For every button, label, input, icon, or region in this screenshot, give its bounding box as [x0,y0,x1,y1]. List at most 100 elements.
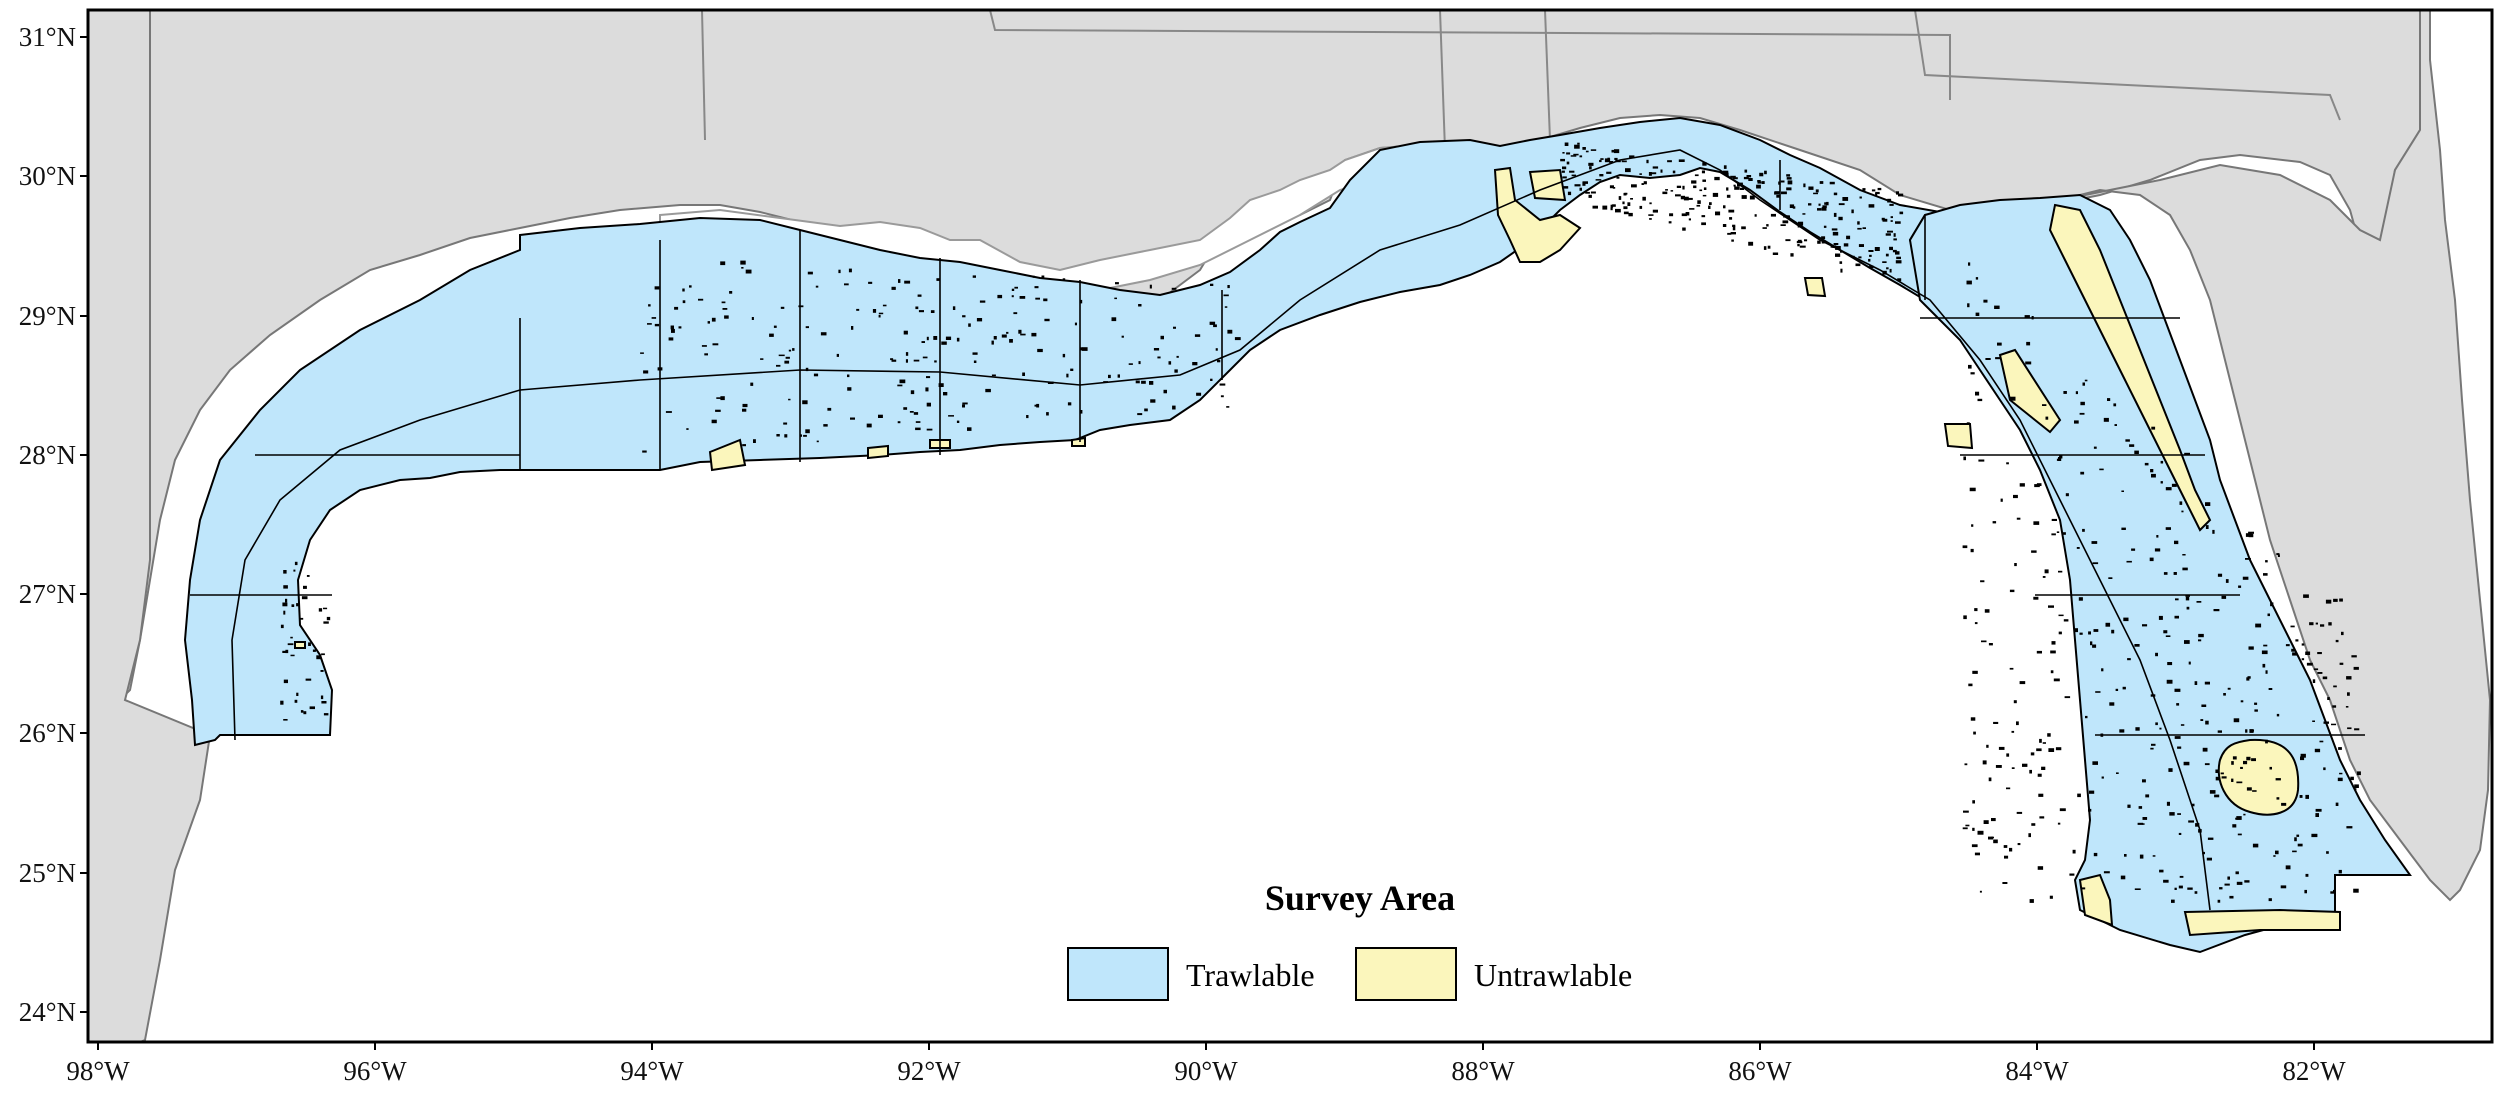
hard-bottom-speck [802,400,808,405]
latitude-tick-label: 25°N [19,858,76,888]
longitude-tick-label: 88°W [1451,1056,1515,1086]
hard-bottom-speck [670,325,674,330]
hard-bottom-speck [1778,181,1781,185]
longitude-tick-label: 90°W [1174,1056,1238,1086]
hard-bottom-speck [1036,403,1040,408]
hard-bottom-speck [2353,888,2359,893]
hard-bottom-speck [1615,208,1621,213]
hard-bottom-speck [2127,804,2131,808]
hard-bottom-speck [1570,155,1577,157]
hard-bottom-speck [1984,609,1990,613]
hard-bottom-speck [2156,535,2159,538]
hard-bottom-speck [1995,765,2002,768]
hard-bottom-speck [1625,168,1631,173]
hard-bottom-speck [2057,822,2061,825]
hard-bottom-speck [2006,753,2010,757]
hard-bottom-speck [1726,194,1731,198]
hard-bottom-speck [1226,406,1230,408]
hard-bottom-speck [1988,643,1993,646]
hard-bottom-speck [1062,353,1066,358]
hard-bottom-speck [2077,793,2081,798]
legend-title: Survey Area [1265,878,1455,918]
hard-bottom-speck [1590,191,1596,194]
hard-bottom-speck [1790,253,1794,257]
hard-bottom-speck [1776,194,1781,198]
hard-bottom-speck [1611,149,1616,153]
hard-bottom-speck [2056,531,2060,533]
latitude-tick-label: 30°N [19,161,76,191]
hard-bottom-speck [1699,189,1703,192]
hard-bottom-speck [1043,298,1048,302]
hard-bottom-speck [783,422,788,425]
hard-bottom-speck [1649,202,1652,205]
hard-bottom-speck [1062,278,1066,281]
hard-bottom-speck [2243,813,2246,816]
hard-bottom-speck [323,607,328,610]
hard-bottom-speck [1893,238,1897,241]
hard-bottom-speck [2075,391,2078,395]
hard-bottom-speck [2019,483,2025,487]
hard-bottom-speck [788,398,791,401]
hard-bottom-speck [1731,239,1734,242]
hard-bottom-speck [1079,347,1083,351]
hard-bottom-speck [1846,235,1851,240]
hard-bottom-speck [1994,305,2000,309]
hard-bottom-speck [1680,195,1685,200]
hard-bottom-speck [1882,218,1888,222]
hard-bottom-speck [720,396,725,401]
hard-bottom-speck [1857,221,1860,225]
hard-bottom-speck [945,336,952,340]
hard-bottom-speck [2276,713,2280,717]
hard-bottom-speck [1975,391,1980,396]
hard-bottom-speck [2124,854,2127,857]
hard-bottom-speck [1723,165,1727,169]
hard-bottom-speck [1702,179,1706,182]
hard-bottom-speck [2319,740,2324,743]
hard-bottom-speck [1831,228,1838,231]
hard-bottom-speck [2252,843,2259,848]
hard-bottom-speck [2009,396,2016,401]
hard-bottom-speck [2200,719,2204,721]
hard-bottom-speck [2006,787,2011,790]
land-layer [86,9,2492,1043]
hard-bottom-speck [2345,706,2349,708]
hard-bottom-speck [2167,662,2173,666]
hard-bottom-speck [1011,295,1014,298]
hard-bottom-speck [729,291,733,294]
hard-bottom-speck [903,330,908,335]
hard-bottom-speck [1018,329,1022,334]
hard-bottom-speck [1701,215,1706,218]
hard-bottom-speck [2062,532,2066,535]
hard-bottom-speck [1676,185,1682,188]
hard-bottom-speck [299,617,304,620]
hard-bottom-speck [1843,243,1849,247]
hard-bottom-speck [1885,233,1891,236]
hard-bottom-speck [665,411,672,413]
hard-bottom-speck [2084,379,2088,382]
hard-bottom-speck [1723,205,1726,209]
hard-bottom-speck [2227,876,2230,880]
hard-bottom-speck [2184,640,2190,644]
hard-bottom-speck [1615,159,1621,163]
hard-bottom-speck [2312,679,2316,683]
hard-bottom-speck [1135,380,1140,384]
hard-bottom-speck [1219,383,1226,386]
hard-bottom-speck [2317,652,2322,655]
hard-bottom-speck [1585,191,1590,194]
hard-bottom-speck [1660,169,1663,173]
hard-bottom-speck [1890,220,1893,222]
hard-bottom-speck [2127,658,2131,661]
hard-bottom-speck [2312,720,2315,722]
hard-bottom-speck [856,308,860,311]
hard-bottom-speck [985,388,991,393]
hard-bottom-speck [2252,790,2257,792]
hard-bottom-speck [2305,651,2311,655]
hard-bottom-speck [976,318,983,322]
hard-bottom-speck [2076,547,2080,549]
hard-bottom-speck [1630,198,1633,200]
hard-bottom-speck [1817,208,1822,211]
hard-bottom-speck [2050,670,2054,674]
hard-bottom-speck [1683,196,1689,201]
hard-bottom-speck [2028,833,2031,838]
hard-bottom-speck [2217,573,2223,577]
